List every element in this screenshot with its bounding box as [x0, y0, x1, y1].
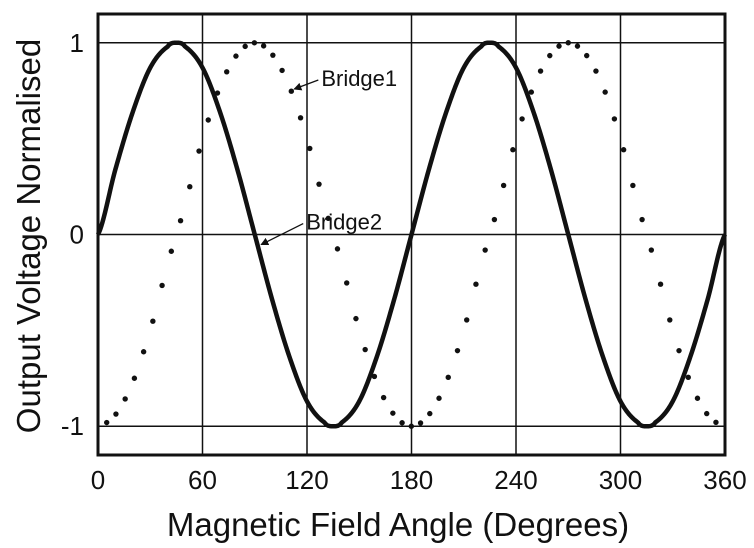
data-point — [362, 346, 368, 353]
data-point — [547, 52, 553, 59]
data-point — [464, 317, 470, 323]
data-point — [177, 217, 184, 224]
data-point — [685, 374, 691, 381]
data-point — [104, 419, 110, 426]
x-tick-label: 120 — [285, 465, 328, 495]
data-point — [454, 347, 461, 354]
data-point — [593, 68, 599, 74]
data-point — [390, 410, 396, 416]
annotation-label: Bridge1 — [321, 66, 397, 91]
series-line-bridge2 — [95, 40, 728, 429]
data-point — [648, 247, 655, 253]
data-point — [399, 420, 405, 426]
data-point — [353, 315, 359, 322]
data-point — [325, 215, 331, 222]
x-tick-label: 0 — [91, 465, 105, 495]
data-point — [224, 69, 230, 75]
x-tick-label: 240 — [494, 465, 537, 495]
data-point — [574, 43, 581, 49]
data-point — [187, 184, 193, 190]
data-point — [334, 246, 341, 252]
data-point — [445, 374, 451, 381]
x-tick-label: 360 — [703, 465, 746, 495]
data-point — [279, 67, 285, 74]
data-point — [602, 89, 608, 95]
data-point — [676, 347, 682, 354]
annotation-arrow — [293, 79, 319, 91]
data-point — [297, 115, 304, 121]
data-point — [528, 89, 535, 95]
y-axis-title: Output Voltage Normalised — [10, 39, 47, 433]
data-point — [704, 410, 710, 417]
data-point — [233, 53, 239, 59]
data-point — [667, 317, 673, 323]
data-point — [611, 116, 618, 122]
data-point — [519, 116, 525, 122]
data-point — [565, 40, 571, 46]
data-point — [251, 40, 258, 46]
x-tick-label: 60 — [188, 465, 217, 495]
data-point — [491, 216, 498, 223]
data-point — [537, 68, 544, 74]
y-tick-label: 0 — [70, 220, 84, 250]
data-point — [159, 282, 165, 289]
x-tick-label: 180 — [390, 465, 433, 495]
data-point — [140, 349, 147, 355]
data-point — [288, 88, 295, 94]
series-layer — [95, 40, 728, 429]
data-point — [168, 248, 175, 254]
data-point — [694, 395, 701, 401]
data-point — [122, 396, 128, 402]
data-point — [713, 419, 719, 426]
data-point — [205, 117, 211, 123]
data-point — [417, 420, 424, 426]
data-point — [371, 373, 378, 380]
y-tick-label: -1 — [61, 411, 84, 441]
data-point — [473, 281, 479, 287]
data-point — [639, 216, 645, 223]
x-axis-title: Magnetic Field Angle (Degrees) — [167, 506, 629, 543]
data-point — [196, 148, 202, 154]
data-point — [630, 182, 636, 189]
data-point — [584, 52, 590, 59]
data-point — [150, 318, 156, 324]
data-point — [427, 410, 433, 417]
data-point — [131, 375, 138, 381]
data-point — [436, 395, 442, 401]
data-point — [556, 43, 562, 49]
plot-frame — [96, 12, 727, 457]
annotation-arrow — [260, 222, 304, 246]
data-point — [482, 247, 488, 253]
data-point — [380, 394, 387, 401]
data-point — [500, 182, 507, 189]
data-point — [657, 281, 664, 287]
x-tick-label: 300 — [599, 465, 642, 495]
series-bridge1 — [104, 40, 719, 429]
data-point — [344, 280, 350, 286]
annotation-label: Bridge2 — [306, 210, 382, 235]
data-point — [620, 147, 627, 153]
data-point — [510, 147, 516, 153]
ticks: 0 60 120 180 240 300 360-101 — [61, 28, 747, 495]
data-point — [316, 181, 322, 187]
data-point — [408, 423, 415, 429]
data-point — [307, 145, 313, 152]
data-point — [242, 43, 248, 50]
data-point — [260, 43, 267, 49]
data-point — [270, 52, 276, 58]
y-tick-label: 1 — [70, 28, 84, 58]
annotations: Bridge1 Bridge2 — [260, 66, 397, 246]
data-point — [113, 411, 119, 417]
